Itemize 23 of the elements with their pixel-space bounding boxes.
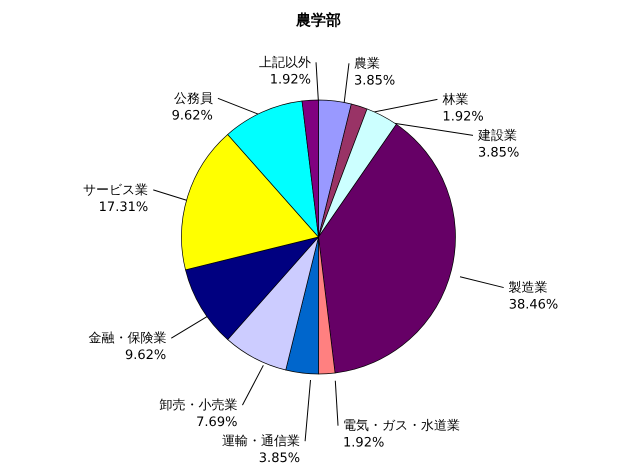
slice-label: 公務員 bbox=[174, 91, 213, 106]
slice-label: 金融・保険業 bbox=[88, 331, 166, 346]
data-label: 9.62% bbox=[124, 348, 166, 364]
slice-label: 林業 bbox=[441, 92, 468, 108]
slice-label: 電気・ガス・水道業 bbox=[343, 418, 460, 434]
data-label: 38.46% bbox=[508, 298, 558, 313]
slice-label: 製造業 bbox=[508, 280, 548, 296]
chart-title: 農学部 bbox=[295, 11, 341, 29]
data-label: 17.31% bbox=[98, 200, 148, 215]
data-label: 3.85% bbox=[478, 145, 520, 160]
data-label: 3.85% bbox=[354, 73, 396, 88]
data-label: 9.62% bbox=[172, 108, 213, 124]
slice-label: 運輸・通信業 bbox=[222, 434, 300, 450]
slice-label: サービス業 bbox=[83, 182, 148, 198]
data-label: 1.92% bbox=[343, 436, 384, 451]
slice-label: 農業 bbox=[354, 56, 380, 72]
data-label: 1.92% bbox=[270, 72, 312, 88]
data-label: 7.69% bbox=[196, 415, 238, 430]
slice-label: 建設業 bbox=[476, 128, 517, 144]
data-label: 1.92% bbox=[442, 109, 484, 124]
data-label: 3.85% bbox=[258, 451, 300, 466]
slice-label: 卸売・小売業 bbox=[159, 398, 238, 414]
slice-label: 上記以外 bbox=[259, 55, 312, 70]
